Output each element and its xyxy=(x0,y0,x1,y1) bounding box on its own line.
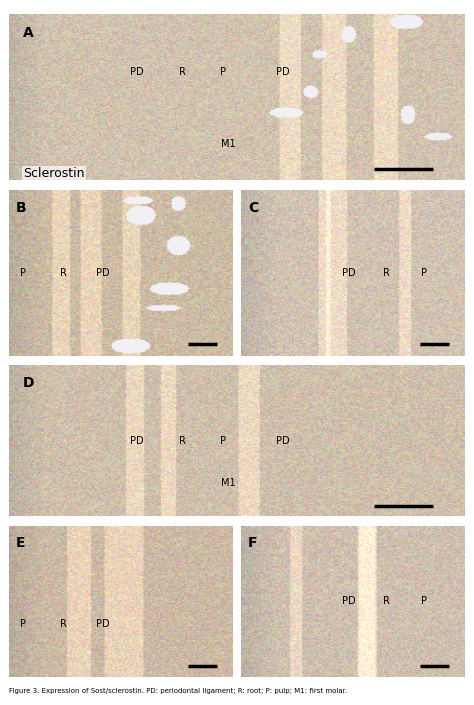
Text: P: P xyxy=(421,268,428,278)
Text: P: P xyxy=(220,67,227,78)
Text: R: R xyxy=(179,67,186,78)
Text: R: R xyxy=(383,596,390,606)
Text: B: B xyxy=(16,202,27,215)
Text: R: R xyxy=(383,268,390,278)
Text: R: R xyxy=(179,436,186,446)
Text: PD: PD xyxy=(96,268,110,278)
Text: A: A xyxy=(23,25,34,39)
Text: M1: M1 xyxy=(220,478,235,488)
Text: Figure 3. Expression of Sost/sclerostin. PD: periodontal ligament; R: root; P: p: Figure 3. Expression of Sost/sclerostin.… xyxy=(9,688,347,694)
Text: PD: PD xyxy=(276,436,289,446)
Text: E: E xyxy=(16,537,26,551)
Text: R: R xyxy=(60,268,66,278)
Text: F: F xyxy=(248,537,258,551)
Text: Sclerostin: Sclerostin xyxy=(23,167,85,180)
Text: PD: PD xyxy=(130,436,144,446)
Text: D: D xyxy=(23,376,35,390)
Text: P: P xyxy=(220,436,227,446)
Text: R: R xyxy=(60,619,66,629)
Text: P: P xyxy=(421,596,428,606)
Text: PD: PD xyxy=(342,268,356,278)
Text: M1: M1 xyxy=(220,139,235,149)
Text: PD: PD xyxy=(130,67,144,78)
Text: PD: PD xyxy=(342,596,356,606)
Text: P: P xyxy=(20,619,26,629)
Text: P: P xyxy=(20,268,26,278)
Text: PD: PD xyxy=(96,619,110,629)
Text: PD: PD xyxy=(276,67,289,78)
Text: C: C xyxy=(248,202,258,215)
